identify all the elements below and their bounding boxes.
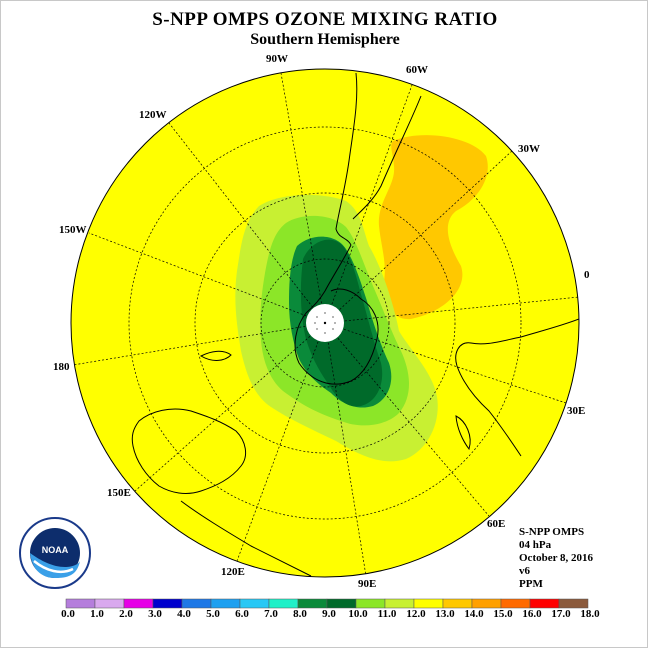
longitude-gridlines xyxy=(72,72,579,577)
colorbar-tick-label: 18.0 xyxy=(580,608,600,620)
colorbar-box-5 xyxy=(210,598,241,609)
colorbar-box-4 xyxy=(181,598,212,609)
colorbar-tick-label: 4.0 xyxy=(177,608,191,620)
antarctica-coast xyxy=(294,288,379,385)
colorbar-tick-label: 2.0 xyxy=(119,608,133,620)
lon-label-180: 180 xyxy=(53,361,70,373)
info-block: S-NPP OMPS 04 hPa October 8, 2016 v6 PPM xyxy=(519,526,593,591)
colorbar-tick-label: 12.0 xyxy=(406,608,426,620)
colorbar-tick-label: 9.0 xyxy=(322,608,336,620)
colorbar-box-3 xyxy=(152,598,183,609)
new-zealand xyxy=(199,350,232,361)
colorbar-box-6 xyxy=(239,598,270,609)
lon-label-120w: 120W xyxy=(139,109,167,121)
instrument-label: S-NPP OMPS xyxy=(519,526,585,538)
south-america-east-coast xyxy=(352,95,422,220)
units-label: PPM xyxy=(519,578,543,590)
pressure-level-label: 04 hPa xyxy=(519,539,552,551)
lon-label-0: 0 xyxy=(584,269,590,281)
colorbar-box-10 xyxy=(355,598,386,609)
colorbar-tick-label: 6.0 xyxy=(235,608,249,620)
colorbar-box-16 xyxy=(529,598,560,609)
colorbar-tick-label: 15.0 xyxy=(493,608,513,620)
colorbar-tick-label: 13.0 xyxy=(435,608,455,620)
date-label: October 8, 2016 xyxy=(519,552,594,564)
colorbar-box-8 xyxy=(297,598,328,609)
lon-label-30w: 30W xyxy=(518,143,540,155)
colorbar-tick-label: 8.0 xyxy=(293,608,307,620)
lon-label-90e: 90E xyxy=(358,578,377,590)
colorbar-box-13 xyxy=(442,598,473,609)
lon-label-30e: 30E xyxy=(567,405,586,417)
lon-label-60e: 60E xyxy=(487,518,506,530)
south-america-coast xyxy=(335,72,358,246)
colorbar-box-9 xyxy=(326,598,357,609)
lon-label-120e: 120E xyxy=(221,566,245,578)
colorbar-tick-label: 17.0 xyxy=(551,608,571,620)
noaa-logo: NOAA xyxy=(19,517,91,589)
lon-label-90w: 90W xyxy=(266,53,288,65)
colorbar-tick-label: 16.0 xyxy=(522,608,542,620)
madagascar xyxy=(455,415,471,451)
noaa-logo-text: NOAA xyxy=(42,545,69,555)
version-label: v6 xyxy=(519,565,530,577)
colorbar-tick-label: 5.0 xyxy=(206,608,220,620)
colorbar-box-1 xyxy=(94,598,125,609)
colorbar xyxy=(65,598,589,609)
colorbar-box-2 xyxy=(123,598,154,609)
coastlines xyxy=(131,72,579,577)
map-disk-outline xyxy=(70,68,580,578)
lon-label-150e: 150E xyxy=(107,487,131,499)
map-subtitle: Southern Hemisphere xyxy=(250,31,400,48)
colorbar-box-0 xyxy=(65,598,96,609)
pole-cap-dots xyxy=(314,312,336,334)
colorbar-box-17 xyxy=(558,598,589,609)
colorbar-box-15 xyxy=(500,598,531,609)
colorbar-tick-label: 0.0 xyxy=(61,608,75,620)
colorbar-box-7 xyxy=(268,598,299,609)
colorbar-tick-label: 1.0 xyxy=(90,608,104,620)
colorbar-box-14 xyxy=(471,598,502,609)
africa-coast xyxy=(455,318,579,457)
colorbar-box-11 xyxy=(384,598,415,609)
lon-label-60w: 60W xyxy=(406,64,428,76)
colorbar-tick-label: 3.0 xyxy=(148,608,162,620)
antarctic-peninsula xyxy=(305,244,352,314)
lon-label-150w: 150W xyxy=(59,224,87,236)
colorbar-tick-label: 7.0 xyxy=(264,608,278,620)
map-title: S-NPP OMPS OZONE MIXING RATIO xyxy=(152,9,498,30)
colorbar-tick-label: 11.0 xyxy=(377,608,397,620)
colorbar-tick-label: 14.0 xyxy=(464,608,484,620)
latitude-gridlines xyxy=(128,126,522,520)
colorbar-box-12 xyxy=(413,598,444,609)
colorbar-tick-label: 10.0 xyxy=(348,608,368,620)
asia-coast xyxy=(180,500,312,577)
australia-coast xyxy=(131,408,247,494)
